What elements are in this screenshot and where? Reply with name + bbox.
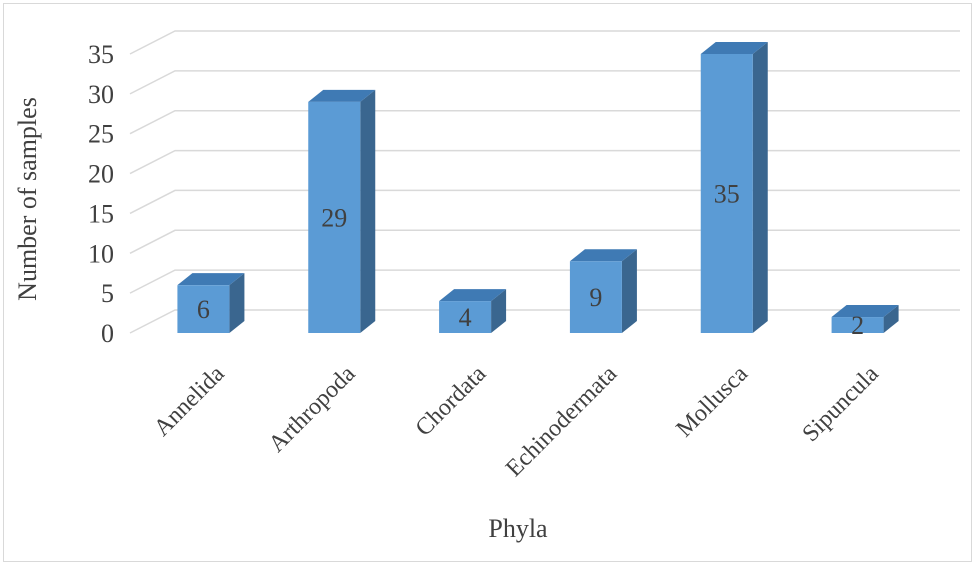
bar-front <box>177 285 230 333</box>
y-tick-label: 30 <box>88 80 114 109</box>
gridline <box>129 309 960 334</box>
bar-front <box>831 317 884 333</box>
y-axis-title: Number of samples <box>13 97 42 301</box>
chart-frame <box>3 3 972 562</box>
gridline <box>129 269 960 294</box>
y-tick-label: 5 <box>101 279 114 308</box>
gridline <box>129 30 960 55</box>
data-label: 35 <box>714 180 740 209</box>
bar <box>831 305 899 333</box>
gridline <box>129 149 960 175</box>
y-tick-label: 0 <box>101 319 114 348</box>
gridline <box>129 70 960 95</box>
y-tick-label: 25 <box>88 120 114 149</box>
x-tick-label: Echinodermata <box>501 361 622 482</box>
bar-side <box>491 289 507 333</box>
gridline <box>129 229 960 254</box>
bar <box>569 249 637 333</box>
bar-top <box>700 42 768 54</box>
x-tick-label: Annelida <box>149 361 230 442</box>
bar <box>700 42 768 333</box>
data-labels: 6 29 4 9 35 2 <box>197 180 864 341</box>
bar-front <box>439 301 492 333</box>
bar-top <box>177 273 245 286</box>
data-label: 29 <box>321 203 347 232</box>
bar-front <box>700 54 753 333</box>
x-tick-label: Mollusca <box>671 361 753 443</box>
data-label: 2 <box>851 311 864 340</box>
data-label: 6 <box>197 295 210 324</box>
x-tick-label: Sipuncula <box>798 361 885 448</box>
bar <box>177 273 245 333</box>
gridline <box>129 109 960 135</box>
bar-side <box>752 42 768 333</box>
data-label: 9 <box>589 283 602 312</box>
bar-side <box>621 249 637 333</box>
bar-top <box>439 289 507 302</box>
bar <box>439 289 507 333</box>
x-tick-label: Arthropoda <box>264 361 361 458</box>
data-label: 4 <box>459 303 472 332</box>
gridline <box>129 189 960 215</box>
y-tick-label: 10 <box>88 239 114 268</box>
bars <box>177 42 899 333</box>
x-tick-label: Chordata <box>411 361 492 442</box>
bar-top <box>308 89 376 102</box>
gridlines <box>129 30 960 334</box>
y-axis-ticks: 0 5 10 15 20 25 30 35 <box>88 40 114 348</box>
y-tick-label: 35 <box>88 40 114 69</box>
bar-front <box>569 261 622 333</box>
bar-top <box>569 249 637 262</box>
bar-front <box>308 101 361 333</box>
bar-top <box>831 305 899 318</box>
bar <box>308 89 376 333</box>
x-axis-ticks: Annelida Arthropoda Chordata Echinodermata M… <box>149 361 884 482</box>
bar-side <box>229 273 245 333</box>
bar-side <box>360 89 376 333</box>
y-tick-label: 20 <box>88 160 114 189</box>
y-tick-label: 15 <box>88 199 114 228</box>
bar-side <box>883 305 899 333</box>
x-axis-title: Phyla <box>488 514 548 543</box>
